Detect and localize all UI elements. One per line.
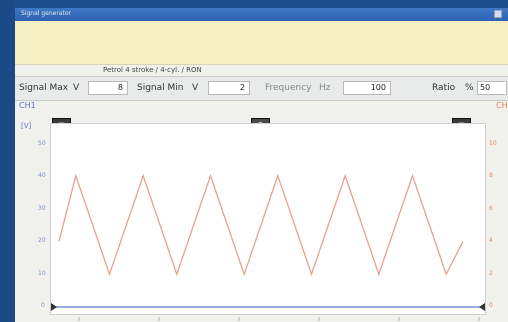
ratio-label: Ratio (432, 83, 456, 93)
signal-max-input[interactable]: 8 (88, 81, 128, 95)
channel-2-label: CH (496, 101, 508, 110)
signal-min-label: Signal Min (137, 83, 184, 93)
left-tick-30: 30 (38, 205, 46, 212)
right-tick-6: 6 (489, 205, 493, 212)
triangle-waveform (58, 173, 464, 277)
left-tick-50: 50 (38, 140, 46, 147)
parameter-bar: Signal Max V 8 Signal Min V 2 Frequency … (15, 76, 508, 101)
ratio-input[interactable]: 50 (477, 81, 507, 95)
info-banner (15, 21, 508, 65)
right-tick-8: 8 (489, 172, 493, 179)
bottom-ticks (78, 317, 480, 321)
frequency-input[interactable]: 100 (343, 81, 391, 95)
right-tick-2: 2 (489, 270, 493, 277)
close-icon[interactable] (494, 10, 502, 18)
frequency-unit: Hz (319, 83, 331, 93)
title-bar: Signal generator (15, 8, 508, 21)
left-tick-40: 40 (38, 172, 46, 179)
signal-generator-window: Signal generator Petrol 4 stroke / 4-cyl… (15, 8, 508, 322)
left-tick-10: 10 (38, 270, 46, 277)
window-title: Signal generator (21, 10, 71, 17)
frequency-label: Frequency (265, 83, 312, 93)
ratio-unit: % (465, 83, 474, 93)
left-tick-0: 0 (41, 302, 45, 309)
right-tick-0: 0 (489, 302, 493, 309)
scope-plot (50, 123, 486, 315)
waveform-svg (51, 173, 485, 311)
left-marker-icon (51, 303, 57, 311)
signal-max-unit: V (73, 83, 80, 93)
right-marker-icon (479, 303, 485, 311)
signal-min-unit: V (192, 83, 199, 93)
left-axis-unit: [V] (21, 122, 32, 130)
signal-min-input[interactable]: 2 (208, 81, 250, 95)
engine-mode-text: Petrol 4 stroke / 4-cyl. / RON (103, 66, 202, 74)
right-tick-10: 10 (489, 140, 497, 147)
right-tick-4: 4 (489, 237, 493, 244)
mode-line: Petrol 4 stroke / 4-cyl. / RON (15, 64, 508, 76)
signal-max-label: Signal Max (19, 83, 69, 93)
channel-1-label: CH1 (19, 101, 36, 110)
left-tick-20: 20 (38, 237, 46, 244)
desktop-strip (0, 0, 15, 322)
